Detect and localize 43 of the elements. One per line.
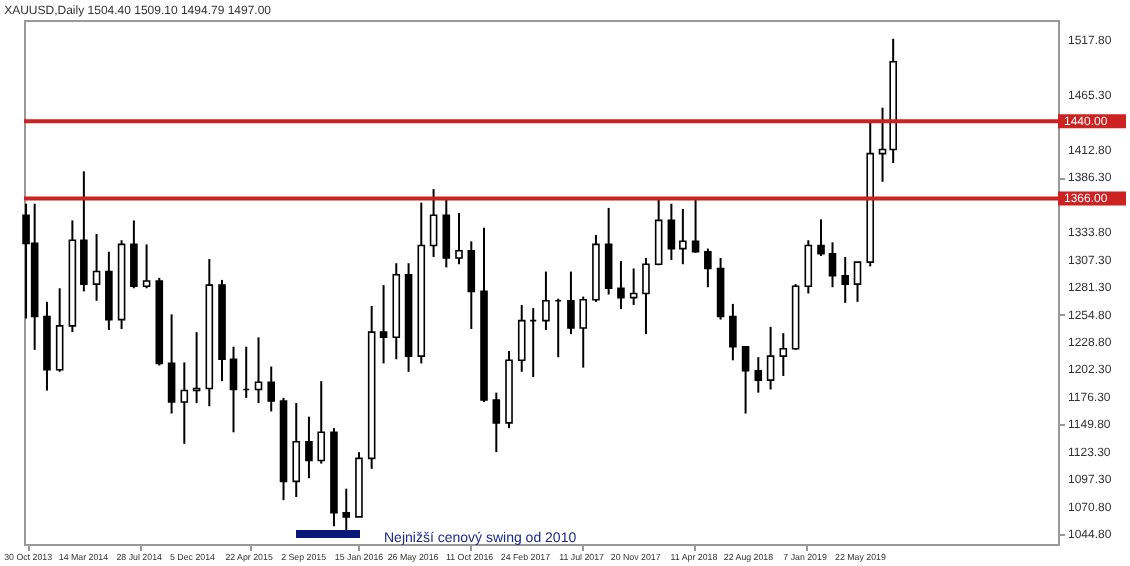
candlestick	[254, 336, 263, 405]
candlestick	[567, 270, 575, 336]
candlestick	[667, 202, 676, 262]
candlestick	[292, 402, 301, 499]
candlestick	[22, 202, 30, 320]
candlestick	[679, 207, 687, 266]
candlestick	[828, 241, 837, 289]
candlestick	[317, 380, 326, 465]
candlestick	[517, 303, 526, 373]
candlestick	[804, 239, 813, 295]
candlestick	[691, 198, 700, 254]
candlestick	[80, 170, 88, 293]
candlestick	[642, 256, 650, 336]
candlestick	[492, 391, 501, 454]
candlestick	[442, 196, 451, 269]
candlestick	[853, 261, 862, 303]
candlestick	[654, 197, 663, 267]
candlestick	[142, 243, 151, 290]
candlestick	[167, 313, 176, 415]
candlestick	[55, 287, 64, 373]
candlestick	[542, 270, 550, 332]
candlestick	[305, 415, 313, 480]
candlestick	[455, 212, 463, 266]
candlestick	[841, 255, 850, 304]
candlestick	[342, 487, 351, 534]
candlestick	[766, 325, 775, 391]
candlestick	[180, 361, 189, 445]
candlestick	[429, 188, 438, 258]
candlestick	[704, 247, 712, 289]
candlestick	[92, 232, 101, 302]
candlestick	[617, 260, 625, 311]
candlestick	[729, 302, 737, 362]
candlestick	[229, 345, 238, 434]
candlestick	[779, 332, 788, 377]
candlestick	[467, 240, 476, 330]
candlestick	[267, 365, 276, 413]
candlestick	[379, 284, 388, 365]
candlestick	[741, 345, 750, 415]
candlestick	[754, 356, 763, 394]
candlestick	[130, 219, 138, 290]
candlestick	[604, 206, 613, 296]
candlestick	[579, 295, 588, 369]
candlestick	[817, 218, 825, 257]
